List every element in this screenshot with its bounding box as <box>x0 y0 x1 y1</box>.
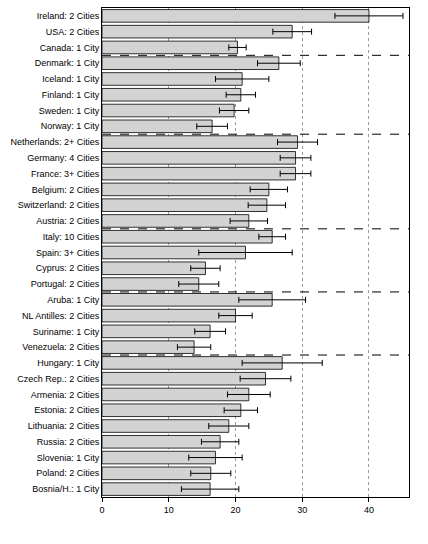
svg-text:Lithuania: 2 Cities: Lithuania: 2 Cities <box>28 421 100 431</box>
svg-text:Netherlands: 2+ Cities: Netherlands: 2+ Cities <box>10 137 99 147</box>
svg-text:Denmark: 1 City: Denmark: 1 City <box>35 58 100 68</box>
svg-text:Belgium: 2 Cities: Belgium: 2 Cities <box>32 185 100 195</box>
svg-text:Iceland: 1 City: Iceland: 1 City <box>42 74 100 84</box>
svg-text:30: 30 <box>297 505 307 515</box>
svg-text:Germany: 4 Cities: Germany: 4 Cities <box>27 153 100 163</box>
svg-text:Estonia: 2 Cities: Estonia: 2 Cities <box>34 405 100 415</box>
svg-text:Italy: 10 Cities: Italy: 10 Cities <box>43 232 100 242</box>
svg-text:Russia: 2 Cities: Russia: 2 Cities <box>37 437 100 447</box>
svg-text:Switzerland: 2 Cities: Switzerland: 2 Cities <box>18 200 100 210</box>
svg-text:Canada: 1 City: Canada: 1 City <box>40 43 100 53</box>
svg-text:Bosnia/H.: 1 City: Bosnia/H.: 1 City <box>32 484 100 494</box>
svg-text:Norway: 1 City: Norway: 1 City <box>41 121 100 131</box>
svg-text:Finland: 1 City: Finland: 1 City <box>42 90 100 100</box>
svg-text:Portugal: 2 Cities: Portugal: 2 Cities <box>31 279 100 289</box>
svg-text:Cyprus: 2 Cities: Cyprus: 2 Cities <box>36 263 100 273</box>
svg-text:Ireland: 2 Cities: Ireland: 2 Cities <box>37 11 100 21</box>
svg-text:Poland: 2 Cities: Poland: 2 Cities <box>36 468 100 478</box>
svg-text:Suriname: 1 City: Suriname: 1 City <box>33 327 100 337</box>
svg-text:Czech Rep.: 2 Cities: Czech Rep.: 2 Cities <box>17 374 100 384</box>
svg-text:20: 20 <box>230 505 240 515</box>
svg-text:Austria: 2 Cities: Austria: 2 Cities <box>36 216 100 226</box>
svg-text:Hungary: 1 City: Hungary: 1 City <box>37 358 100 368</box>
svg-text:USA: 2 Cities: USA: 2 Cities <box>46 27 100 37</box>
svg-text:40: 40 <box>364 505 374 515</box>
svg-text:10: 10 <box>164 505 174 515</box>
svg-text:Sweden: 1 City: Sweden: 1 City <box>39 106 100 116</box>
svg-text:Slovenia: 1 City: Slovenia: 1 City <box>37 453 100 463</box>
svg-text:Spain: 3+ Cities: Spain: 3+ Cities <box>36 248 100 258</box>
svg-text:Armenia: 2 Cities: Armenia: 2 Cities <box>31 390 100 400</box>
svg-text:Venezuela: 2 Cities: Venezuela: 2 Cities <box>22 342 100 352</box>
svg-text:NL Antilles: 2 Cities: NL Antilles: 2 Cities <box>22 311 100 321</box>
svg-text:France: 3+ Cities: France: 3+ Cities <box>31 169 100 179</box>
svg-text:0: 0 <box>99 505 104 515</box>
svg-text:Aruba: 1 City: Aruba: 1 City <box>47 295 100 305</box>
